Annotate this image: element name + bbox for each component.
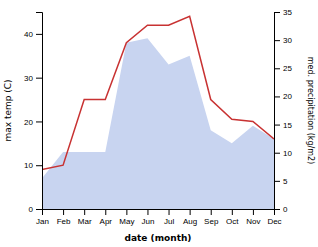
tick-label: 0 [29, 205, 34, 214]
tick: Apr [100, 209, 113, 226]
y-axis-title: max temp (C) [3, 79, 13, 141]
tick-mark [274, 40, 280, 41]
tick: 40 [24, 30, 42, 39]
tick-mark [190, 209, 191, 215]
tick: 5 [274, 177, 288, 186]
tick-label: Feb [57, 217, 71, 226]
tick: May [119, 209, 134, 226]
tick-label: 35 [283, 8, 292, 17]
tick: 0 [29, 205, 42, 214]
y-axis: 0 10 20 30 40 [24, 13, 42, 215]
y2-axis: 0 5 10 15 20 25 30 35 [274, 8, 292, 214]
plot-area: JanFebMarAprMayJunJulAugSepOctNovDec0102… [24, 8, 292, 226]
tick: 25 [274, 64, 292, 73]
tick-label: 40 [24, 30, 33, 39]
x-axis-title: date (month) [125, 233, 192, 243]
tick: 35 [274, 8, 292, 17]
tick: Feb [57, 209, 71, 226]
tick-mark [211, 209, 212, 215]
tick-label: Aug [183, 217, 197, 226]
tick-label: Dec [267, 217, 281, 226]
tick-mark [274, 181, 280, 182]
tick-label: 15 [283, 121, 292, 130]
tick-mark [274, 68, 280, 69]
tick-label: Mar [78, 217, 92, 226]
tick-mark [36, 209, 42, 210]
tick-mark [274, 153, 280, 154]
tick-mark [232, 209, 233, 215]
tick-mark [147, 209, 148, 215]
tick: Jan [36, 209, 49, 226]
tick-mark [274, 125, 280, 126]
axis-line [43, 210, 275, 216]
tick: Jun [142, 209, 155, 226]
tick-label: Jun [142, 217, 155, 226]
tick: 20 [274, 92, 292, 101]
tick-mark [105, 209, 106, 215]
tick-mark [36, 34, 42, 35]
x-axis: Jan Feb Mar Apr May Jun Jul Aug Sep Oct Nov Dec [36, 209, 282, 226]
tick-label: Jul [164, 217, 174, 226]
tick-label: 10 [24, 161, 33, 170]
chart: JanFebMarAprMayJunJulAugSepOctNovDec0102… [0, 0, 318, 247]
tick: 30 [274, 36, 292, 45]
tick: Nov [246, 209, 260, 226]
tick-label: 20 [283, 92, 292, 101]
tick: Sep [204, 209, 219, 226]
tick-label: Jan [36, 217, 49, 226]
tick: 0 [274, 205, 288, 214]
temperature-line [42, 16, 274, 169]
tick-label: Apr [100, 217, 113, 226]
tick-mark [36, 121, 42, 122]
axis-line [275, 13, 281, 210]
tick: Dec [267, 209, 281, 226]
tick: 30 [24, 74, 42, 83]
tick-mark [169, 209, 170, 215]
tick-label: 30 [24, 74, 33, 83]
tick-mark [36, 78, 42, 79]
tick-mark [253, 209, 254, 215]
tick-label: 5 [283, 177, 288, 186]
tick-mark [36, 165, 42, 166]
tick-mark [274, 96, 280, 97]
y2-axis-title: med. precipitation (kg/m2) [306, 57, 315, 164]
tick: Aug [183, 209, 197, 226]
axis-line [36, 13, 43, 210]
tick-label: 0 [283, 205, 288, 214]
tick: 20 [24, 118, 42, 127]
tick-label: 20 [24, 118, 33, 127]
tick: Jul [164, 209, 174, 226]
tick-mark [63, 209, 64, 215]
tick-mark [84, 209, 85, 215]
tick-mark [274, 209, 280, 210]
tick: 10 [274, 149, 292, 158]
marks [42, 16, 274, 209]
tick-label: 30 [283, 36, 292, 45]
tick-label: 25 [283, 64, 292, 73]
tick-label: Nov [246, 217, 260, 226]
tick: 15 [274, 121, 292, 130]
tick: 10 [24, 161, 42, 170]
tick: Mar [78, 209, 92, 226]
tick-label: Sep [204, 217, 219, 226]
tick-label: 10 [283, 149, 292, 158]
tick: Oct [226, 209, 239, 226]
tick-label: May [119, 217, 134, 226]
tick-mark [274, 12, 280, 13]
tick-label: Oct [226, 217, 239, 226]
tick-mark [126, 209, 127, 215]
